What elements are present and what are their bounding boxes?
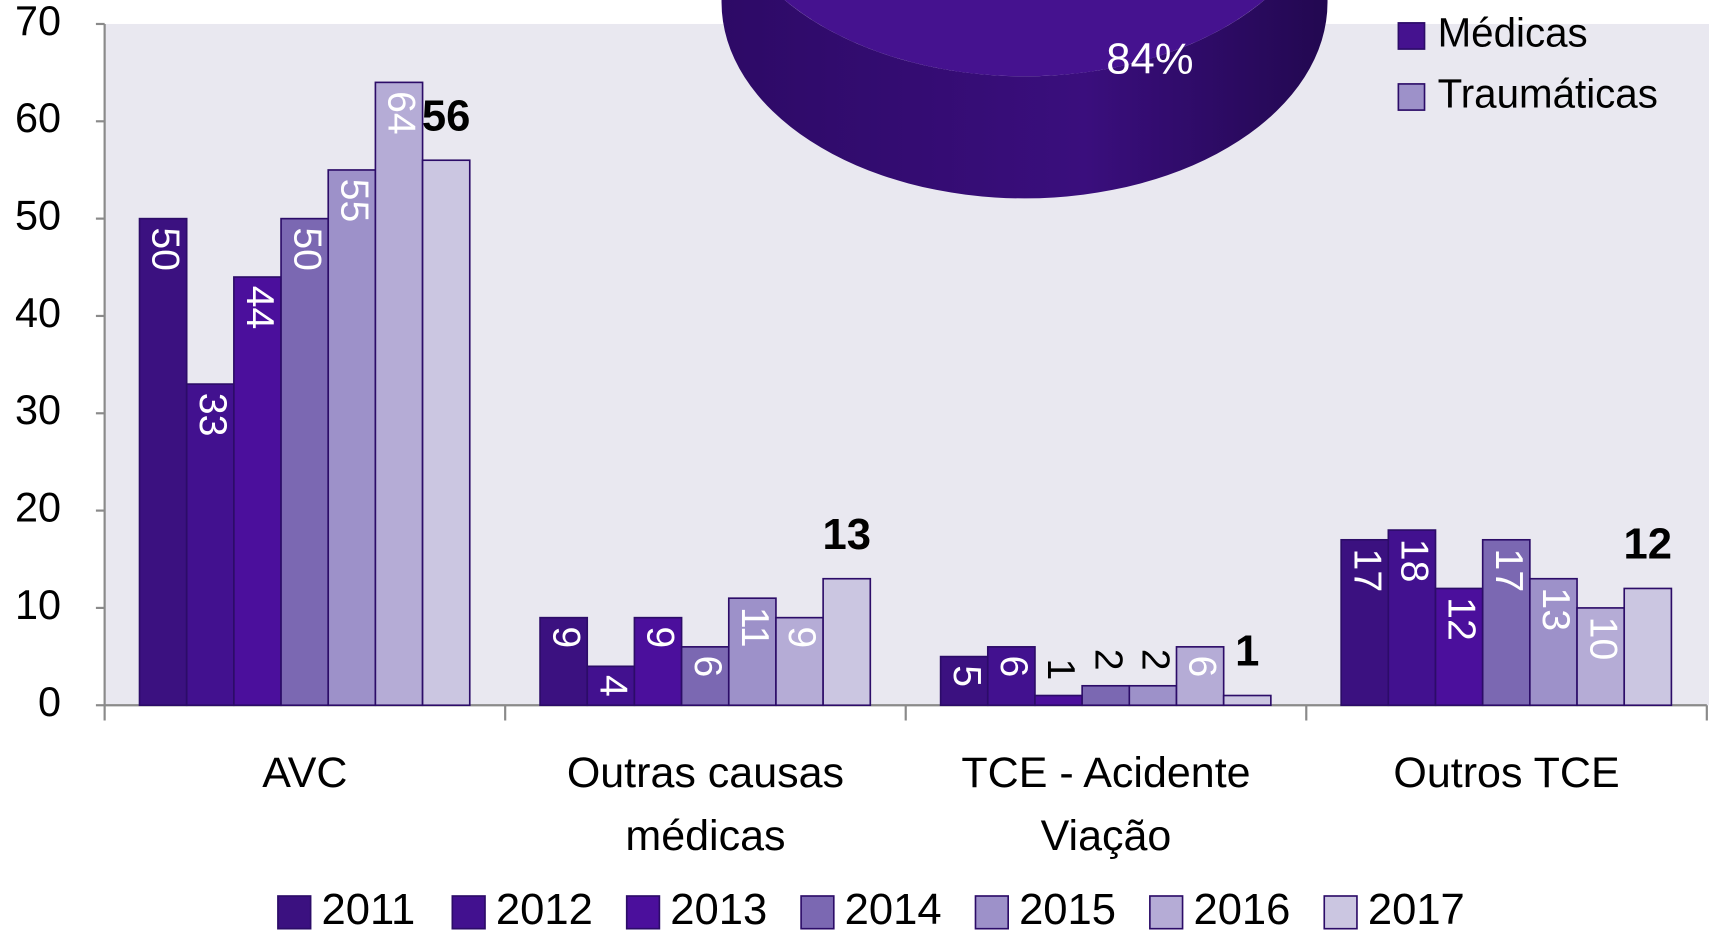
bar: [586, 665, 636, 707]
x-tick-label: Outros TCE: [1393, 749, 1620, 797]
bar: [1081, 684, 1131, 707]
data-label: 9: [639, 626, 683, 648]
legend-label: 2016: [1193, 886, 1290, 934]
data-label: 33: [191, 393, 235, 437]
legend-label: 2017: [1368, 886, 1465, 934]
data-label: 10: [1581, 617, 1625, 661]
legend-label: 2011: [322, 886, 416, 934]
bar: [233, 276, 282, 707]
data-label: 12: [1624, 521, 1672, 569]
data-label: 4: [591, 675, 635, 697]
legend-swatch: [277, 895, 312, 930]
data-label: 6: [1181, 656, 1225, 678]
y-tick-label: 10: [15, 582, 61, 628]
bar: [421, 159, 471, 707]
data-label: 64: [380, 91, 424, 135]
data-label: 2: [1134, 649, 1178, 671]
legend-swatch: [1323, 895, 1358, 930]
data-label: 6: [686, 656, 730, 678]
bar: [539, 616, 589, 707]
data-label: 50: [144, 227, 188, 271]
legend-label: Traumáticas: [1438, 71, 1658, 117]
data-label: 55: [332, 179, 376, 223]
data-label: 6: [992, 656, 1036, 678]
y-tick-label: 0: [38, 679, 61, 725]
bar: [633, 616, 683, 707]
y-tick-label: 50: [15, 193, 61, 239]
legend-label: 2012: [496, 886, 593, 934]
data-label: 13: [822, 511, 870, 559]
bar: [1222, 694, 1272, 707]
y-tick-label: 40: [15, 290, 61, 336]
bar: [374, 81, 424, 707]
data-label: 13: [1534, 587, 1578, 631]
data-label: 50: [285, 227, 329, 271]
legend-swatch: [1149, 895, 1184, 930]
legend-label: 2015: [1019, 886, 1116, 934]
bar: [280, 217, 330, 707]
legend-label: 2013: [670, 886, 767, 934]
data-label: 9: [780, 626, 824, 648]
bar: [1034, 694, 1083, 707]
pie-label: 84%: [1106, 36, 1193, 84]
data-label: 1: [1235, 628, 1259, 676]
data-label: 12: [1440, 597, 1484, 641]
legend-label: 2014: [845, 886, 942, 934]
data-label: 2: [1086, 649, 1130, 671]
pie-side: [721, 0, 1328, 199]
bar: [822, 577, 872, 707]
data-label: 17: [1487, 549, 1531, 593]
legend-swatch: [451, 895, 486, 930]
legend-swatch: [974, 895, 1009, 930]
bar: [1434, 587, 1484, 707]
legend-label: Médicas: [1438, 10, 1588, 56]
data-label: 17: [1345, 549, 1389, 593]
bar: [327, 169, 377, 707]
data-label: 18: [1393, 539, 1437, 583]
y-tick-label: 60: [15, 95, 61, 141]
x-tick-label: AVC: [262, 749, 348, 797]
y-tick-label: 30: [15, 387, 61, 433]
data-label: 9: [544, 626, 588, 648]
data-label: 11: [733, 607, 777, 648]
x-tick-label: TCE - Acidente Viação: [961, 749, 1251, 860]
bar: [185, 383, 235, 707]
data-label: 5: [945, 665, 989, 687]
bar: [1128, 684, 1178, 707]
bar: [1387, 529, 1437, 707]
legend-swatch: [625, 895, 661, 930]
bar: [986, 646, 1036, 707]
y-tick-label: 70: [15, 0, 61, 44]
y-tick-label: 20: [15, 485, 61, 531]
pie-slice: [784, 0, 1265, 77]
bar: [138, 217, 188, 707]
legend-swatch: [1397, 22, 1426, 50]
data-label: 44: [238, 286, 282, 330]
data-label: 1: [1039, 658, 1083, 680]
bar: [939, 655, 989, 707]
bar: [1623, 587, 1673, 707]
legend-swatch: [1397, 83, 1426, 111]
x-tick-label: Outras causas médicas: [566, 749, 845, 860]
bar: [1175, 646, 1225, 707]
legend-swatch: [800, 895, 835, 930]
data-label: 56: [422, 92, 470, 140]
